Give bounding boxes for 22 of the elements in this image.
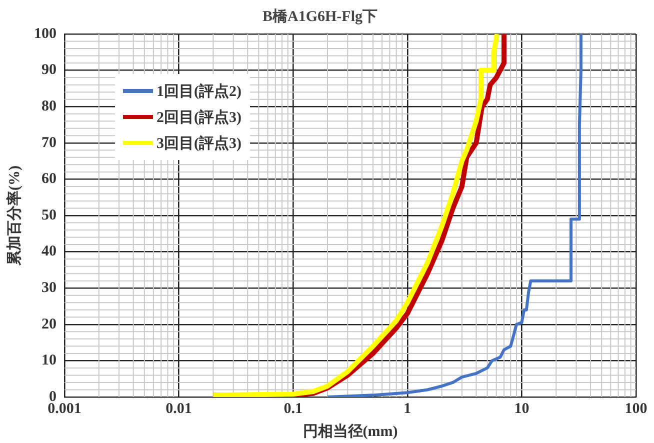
- y-axis-title: 累加百分率(%): [4, 166, 23, 266]
- legend-label: 2回目(評点3): [156, 108, 242, 126]
- chart-title: B橋A1G6H-Flg下: [262, 8, 378, 25]
- x-tick-label: 1: [404, 400, 412, 417]
- y-tick-label: 20: [42, 316, 56, 332]
- y-tick-label: 70: [42, 134, 56, 151]
- y-tick-label: 30: [42, 280, 56, 296]
- x-axis-title: 円相当径(mm): [302, 422, 398, 440]
- y-tick-label: 50: [42, 207, 56, 224]
- x-tick-label: 0.01: [166, 400, 192, 417]
- y-tick-label: 80: [42, 98, 56, 114]
- x-tick-label: 10: [514, 400, 530, 417]
- y-tick-label: 10: [42, 352, 56, 369]
- x-tick-label: 0.001: [48, 400, 82, 417]
- y-tick-label: 100: [34, 26, 56, 42]
- x-tick-label: 100: [624, 400, 648, 417]
- y-tick-label: 60: [42, 171, 56, 188]
- x-tick-label: 0.1: [284, 400, 302, 417]
- y-tick-label: 40: [42, 244, 56, 260]
- y-tick-label: 90: [42, 62, 56, 78]
- legend-label: 3回目(評点3): [156, 134, 242, 152]
- legend-label: 1回目(評点2): [156, 82, 242, 100]
